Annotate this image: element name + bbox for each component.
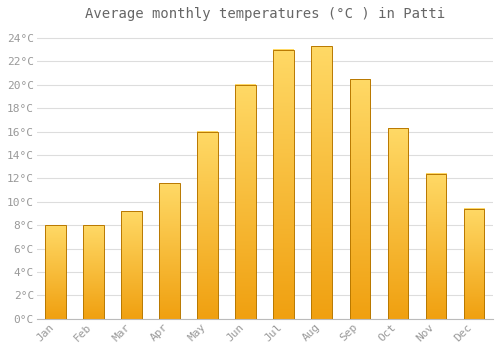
- Bar: [236, 85, 256, 319]
- Bar: [198, 132, 218, 319]
- Bar: [388, 128, 408, 319]
- Bar: [274, 50, 294, 319]
- Title: Average monthly temperatures (°C ) in Patti: Average monthly temperatures (°C ) in Pa…: [85, 7, 445, 21]
- Bar: [464, 209, 484, 319]
- Bar: [426, 174, 446, 319]
- Bar: [46, 225, 66, 319]
- Bar: [84, 225, 104, 319]
- Bar: [350, 79, 370, 319]
- Bar: [312, 46, 332, 319]
- Bar: [122, 211, 142, 319]
- Bar: [160, 183, 180, 319]
